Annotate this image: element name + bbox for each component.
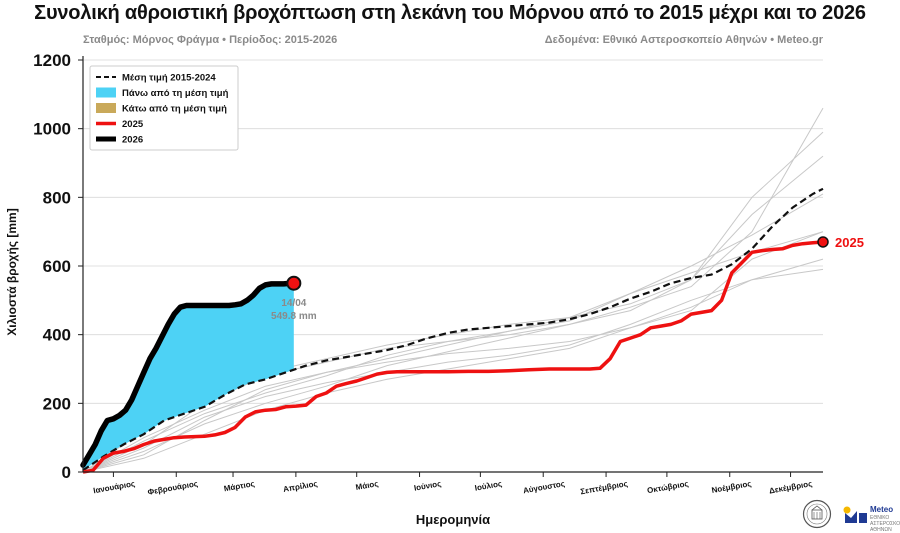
annotation-2025-label: 2025 — [835, 235, 864, 250]
meteo-logo-text: Meteo — [870, 505, 894, 514]
legend-swatch-patch — [96, 103, 116, 113]
y-tick-label: 600 — [43, 257, 71, 276]
background-year-line-2018 — [82, 193, 824, 473]
x-tick-label: Μάρτιος — [223, 479, 255, 493]
legend-label: Κάτω από τη μέση τιμή — [122, 104, 227, 115]
y-tick-label: 0 — [62, 463, 71, 482]
y-tick-label: 1000 — [33, 120, 71, 139]
legend-box — [89, 65, 239, 151]
marker-2026-current — [286, 275, 302, 291]
x-tick-label: Ιούνιος — [413, 479, 442, 493]
above-mean-fill — [83, 283, 294, 471]
y-axis-label-container: Χιλιοστά βροχής [mm] — [2, 208, 22, 335]
legend-swatch-patch — [96, 87, 116, 98]
legend-label: Μέση τιμή 2015-2024 — [122, 73, 216, 84]
x-tick-label: Οκτώβριος — [646, 479, 689, 495]
marker-2025-end — [817, 236, 829, 248]
x-tick-label: Δεκέμβριος — [768, 479, 813, 495]
line-2026 — [80, 280, 297, 468]
x-tick-label: Αύγουστος — [522, 479, 565, 495]
legend-label: 2025 — [122, 119, 144, 130]
subtitle-source: Δεδομένα: Εθνικό Αστεροσκοπείο Αθηνών • … — [544, 34, 823, 46]
noa-seal-logo — [802, 499, 832, 529]
background-year-line-2019 — [82, 231, 824, 473]
annotation-value: 549.8 mm — [271, 311, 317, 322]
background-year-line-2016 — [82, 131, 824, 473]
background-year-line-2015 — [82, 107, 824, 473]
annotation-date: 14/04 — [281, 298, 306, 309]
legend-label: 2026 — [122, 135, 143, 146]
background-year-line-2022 — [82, 268, 824, 473]
background-year-line-2020 — [82, 258, 824, 473]
legend-label: Πάνω από τη μέση τιμή — [122, 88, 229, 99]
y-tick-label: 1200 — [33, 51, 71, 70]
x-tick-label: Φεβρουάριος — [147, 479, 199, 497]
y-tick-label: 400 — [43, 326, 71, 345]
meteo-logo-icon — [843, 506, 867, 523]
mean-line-2015-2024 — [82, 187, 824, 472]
line-2025 — [82, 240, 824, 474]
meteo-logo-tagline: ΕΘΝΙΚΟ ΑΣΤΕΡΟΣΚΟΠΕΙΟ ΑΘΗΝΩΝ — [870, 515, 900, 533]
x-tick-label: Απρίλιος — [282, 479, 318, 494]
x-tick-label: Ιανουάριος — [93, 479, 136, 495]
chart-title: Συνολική αθροιστική βροχόπτωση στη λεκάν… — [34, 2, 866, 24]
x-tick-label: Νοέμβριος — [711, 479, 752, 495]
x-tick-label: Μάιος — [355, 479, 379, 492]
x-tick-label: Σεπτέμβριος — [580, 479, 629, 496]
x-tick-label: Ιούλιος — [474, 479, 503, 493]
y-tick-label: 200 — [43, 394, 71, 413]
subtitle-station: Σταθμός: Μόρνος Φράγμα • Περίοδος: 2015-… — [83, 34, 338, 46]
x-axis-label: Ημερομηνία — [415, 512, 491, 527]
y-axis-label: Χιλιοστά βροχής [mm] — [5, 208, 19, 336]
background-year-line-2021 — [82, 231, 824, 473]
y-tick-label: 800 — [43, 188, 71, 207]
